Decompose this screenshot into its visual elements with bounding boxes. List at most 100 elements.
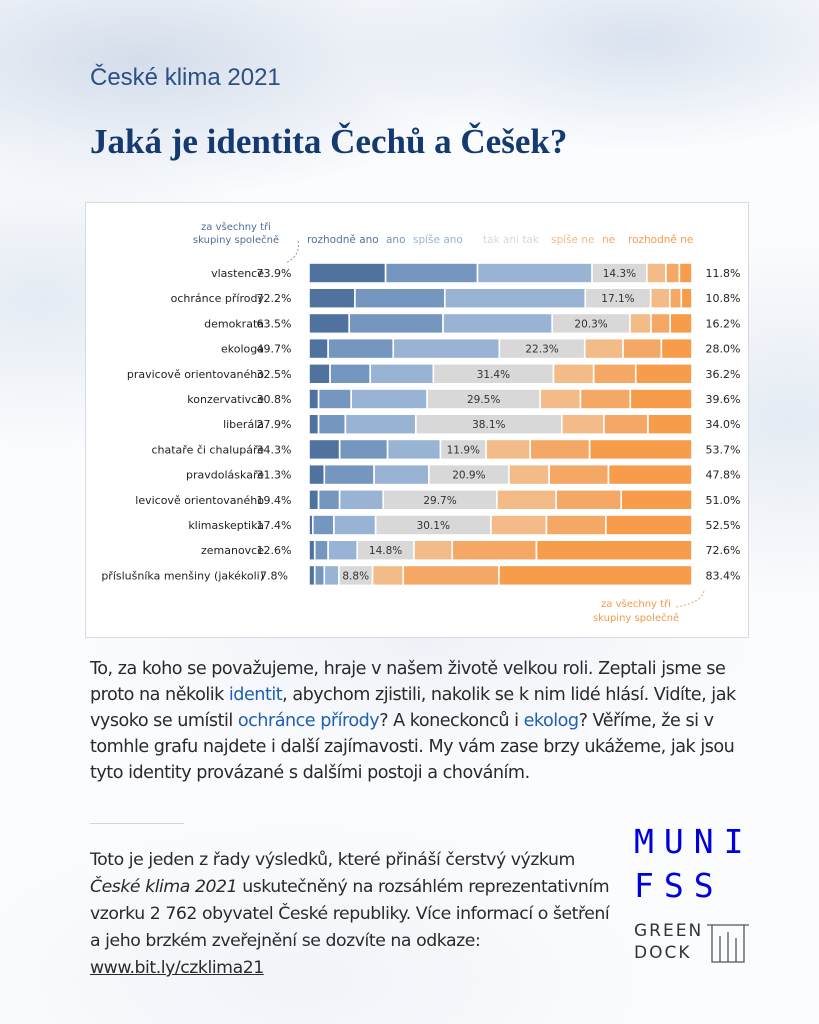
bar-segment <box>476 262 593 284</box>
footer-paragraph: Toto je jeden z řady výsledků, které při… <box>90 847 610 982</box>
bar-segment <box>329 363 372 385</box>
negative-total-label: 34.0% <box>706 418 741 431</box>
note-left-line2: skupiny společně <box>193 234 279 246</box>
bar-segment <box>344 413 417 435</box>
category-label: příslušníka menšiny (jakékoli) <box>101 569 264 582</box>
legend-item: rozhodně ne <box>628 234 693 246</box>
positive-total-label: 63.5% <box>257 317 292 330</box>
bar-segment <box>490 514 548 536</box>
category-label: pravicově orientovaného <box>127 368 264 381</box>
negative-total-label: 16.2% <box>706 317 741 330</box>
bar-segment <box>620 488 693 511</box>
negative-total-label: 11.8% <box>706 267 741 280</box>
category-label: konzervativce <box>187 393 264 406</box>
footer-text-1: Toto je jeden z řady výsledků, které při… <box>90 850 575 870</box>
green-dock-mark-icon <box>707 924 749 963</box>
legend-item: ne <box>602 234 615 246</box>
stacked-bar-chart: rozhodně ano ano spíše ano tak ani tak spíše… <box>101 221 741 624</box>
category-label: ochránce přírody <box>171 292 265 305</box>
bar-segment <box>588 438 693 461</box>
bar-segment <box>308 262 387 284</box>
bar-segment <box>308 488 320 511</box>
negative-total-label: 36.2% <box>706 368 741 381</box>
neutral-value-label: 20.3% <box>574 318 607 330</box>
legend-item: ano <box>386 234 406 246</box>
neutral-value-label: 8.8% <box>342 570 369 582</box>
category-label: vlastence <box>211 267 264 280</box>
bar-segment <box>313 564 326 587</box>
positive-total-label: 7.8% <box>260 569 288 582</box>
bar-segment <box>308 463 326 486</box>
positive-total-label: 27.9% <box>257 418 292 431</box>
bar-segment <box>308 413 320 435</box>
bar-segment <box>338 438 389 461</box>
bar-segment <box>678 262 693 284</box>
body-text-1: To, za koho se považujeme, hraje v našem… <box>90 659 726 705</box>
neutral-value-label: 14.8% <box>369 545 402 557</box>
bar-segment <box>384 262 479 284</box>
negative-total-label: 51.0% <box>706 494 741 507</box>
bar-segment <box>669 287 683 309</box>
bar-segment <box>354 287 446 309</box>
bar-segment <box>308 564 316 587</box>
survey-link[interactable]: www.bit.ly/czklima21 <box>90 958 264 978</box>
positive-total-label: 12.6% <box>257 544 292 557</box>
positive-total-label: 31.3% <box>257 469 292 482</box>
bar-segment <box>607 463 693 486</box>
body-text-3: ? A koneckonců i <box>379 711 524 731</box>
bar-segment <box>680 287 693 309</box>
bar-segment <box>392 337 501 360</box>
chart-panel: rozhodně ano ano spíše ano tak ani tak spíše… <box>85 202 749 638</box>
bar-segment <box>386 438 442 461</box>
bar-segment <box>646 262 667 284</box>
bar-segment <box>496 488 557 511</box>
muni-logo-line1: MUNI <box>634 822 754 861</box>
page-subtitle: České klima 2021 <box>90 64 281 91</box>
category-label: demokrata <box>204 317 264 330</box>
bar-segment <box>371 564 405 587</box>
bar-segment <box>539 388 582 410</box>
body-text-4: ? Věříme, že si v tomhle grafu najdete i… <box>90 711 735 783</box>
neutral-value-label: 29.7% <box>423 495 456 507</box>
negative-total-label: 83.4% <box>706 569 741 582</box>
bar-segment <box>605 514 693 536</box>
bar-segment <box>442 312 554 335</box>
positive-total-label: 32.5% <box>257 368 292 381</box>
bar-segment <box>485 438 532 461</box>
bar-segment <box>647 413 693 435</box>
page-title: Jaká je identita Čechů a Češek? <box>90 122 568 161</box>
positive-total-label: 72.2% <box>257 292 292 305</box>
bar-segment <box>529 438 591 461</box>
bar-segment <box>323 463 375 486</box>
bar-segment <box>350 388 428 410</box>
positive-total-label: 73.9% <box>257 267 292 280</box>
bar-segment <box>665 262 681 284</box>
bar-segment <box>548 463 610 486</box>
bar-segment <box>348 312 444 335</box>
negative-total-label: 39.6% <box>706 393 741 406</box>
bar-segment <box>603 413 649 435</box>
neutral-value-label: 20.9% <box>452 470 485 482</box>
bar-segment <box>317 413 347 435</box>
bar-segment <box>369 363 435 385</box>
bar-segment <box>308 337 329 360</box>
bar-segment <box>317 488 341 511</box>
muni-fss-logo: MUNI FSS <box>634 820 744 908</box>
category-label: ekologa <box>221 343 264 356</box>
bar-segment <box>634 363 693 385</box>
category-label: klimaskeptika <box>188 519 264 532</box>
bar-segment <box>555 488 623 511</box>
bar-segment <box>650 312 671 335</box>
divider-line <box>90 823 184 824</box>
negative-total-label: 28.0% <box>706 343 741 356</box>
body-text-2: , abychom zjistili, nakolik se k nim lid… <box>90 685 736 731</box>
bar-segment <box>444 287 587 309</box>
green-dock-line1: GREEN <box>634 921 704 941</box>
bar-segment <box>660 337 693 360</box>
note-right-line2: skupiny společně <box>593 612 679 624</box>
bar-segment <box>508 463 550 486</box>
legend-item: spíše ne <box>551 234 594 246</box>
bar-segment <box>308 539 316 562</box>
note-left-line1: za všechny tři <box>201 221 271 233</box>
category-label: zemanovce <box>201 544 264 557</box>
